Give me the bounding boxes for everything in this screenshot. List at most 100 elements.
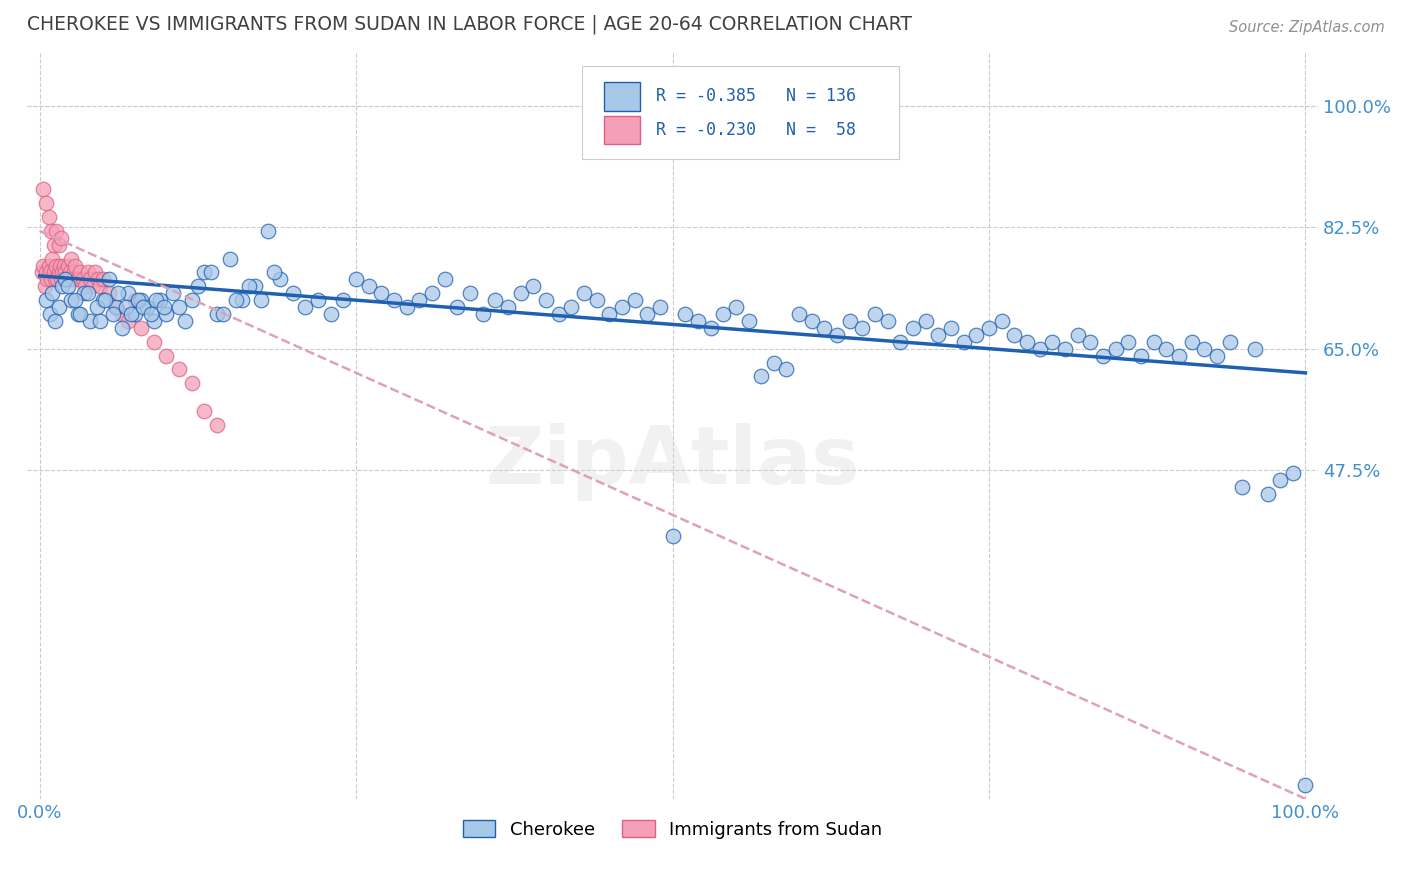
Point [395,300,418,314]
Point [56,279,79,293]
Point [193,404,215,418]
Point [294,300,316,314]
Point [1230,480,1253,494]
Point [471,307,494,321]
Point [136,300,159,314]
Point [180,293,202,308]
Point [737,314,759,328]
Point [458,286,481,301]
Point [787,307,810,321]
Point [420,286,443,301]
Text: R = -0.230   N =  58: R = -0.230 N = 58 [655,121,856,139]
Point [38,210,60,224]
Point [1282,467,1305,481]
Point [49,259,72,273]
FancyBboxPatch shape [582,66,898,160]
Point [53,272,76,286]
Point [111,307,134,321]
Point [863,307,886,321]
Point [48,300,70,314]
Point [762,355,785,369]
Point [91,293,114,308]
Point [66,307,89,321]
Point [87,272,110,286]
Point [749,369,772,384]
Legend: Cherokee, Immigrants from Sudan: Cherokee, Immigrants from Sudan [456,814,890,846]
Point [560,300,582,314]
Point [48,237,70,252]
Point [800,314,823,328]
Point [281,286,304,301]
Point [35,196,58,211]
Point [31,265,53,279]
Point [124,293,146,308]
Point [572,286,595,301]
Point [1218,334,1240,349]
Point [225,293,247,308]
Text: CHEROKEE VS IMMIGRANTS FROM SUDAN IN LABOR FORCE | AGE 20-64 CORRELATION CHART: CHEROKEE VS IMMIGRANTS FROM SUDAN IN LAB… [27,15,912,35]
Point [75,279,97,293]
Point [1040,334,1063,349]
Text: R = -0.385   N = 136: R = -0.385 N = 136 [655,87,856,105]
Point [212,307,235,321]
Point [319,307,342,321]
Point [76,265,98,279]
Point [101,307,124,321]
Point [1066,327,1088,342]
Point [534,293,557,308]
Point [193,265,215,279]
Point [79,314,101,328]
Point [34,279,56,293]
Text: Source: ZipAtlas.com: Source: ZipAtlas.com [1229,20,1385,35]
Point [1270,473,1292,487]
Point [86,300,108,314]
Point [69,265,91,279]
Point [711,307,734,321]
Point [117,314,139,328]
Point [38,307,60,321]
Point [1256,487,1278,501]
Point [167,300,190,314]
Point [648,300,671,314]
Point [332,293,354,308]
Point [180,376,202,391]
Text: ZipAtlas: ZipAtlas [485,423,860,501]
Point [357,279,380,293]
Point [37,272,59,286]
Point [45,224,67,238]
Point [547,307,569,321]
Point [167,362,190,376]
Point [127,293,149,308]
Point [63,259,86,273]
Point [45,259,67,273]
Point [91,272,114,286]
Point [1002,327,1025,342]
Point [39,224,62,238]
Point [876,314,898,328]
Point [344,272,367,286]
Point [307,293,329,308]
Point [58,272,80,286]
Point [63,265,86,279]
Point [205,307,228,321]
Point [1104,342,1126,356]
Point [838,314,860,328]
Point [155,349,177,363]
Point [1205,349,1227,363]
Point [66,272,89,286]
Point [939,321,962,335]
Point [1295,778,1317,792]
Point [661,529,683,543]
Point [111,321,134,335]
Point [155,307,177,321]
Point [174,314,197,328]
Point [51,279,73,293]
Point [623,293,645,308]
Point [813,321,835,335]
Point [1129,349,1152,363]
Point [104,300,127,314]
Point [60,293,83,308]
Point [218,252,240,266]
Point [51,231,73,245]
Point [1243,342,1265,356]
